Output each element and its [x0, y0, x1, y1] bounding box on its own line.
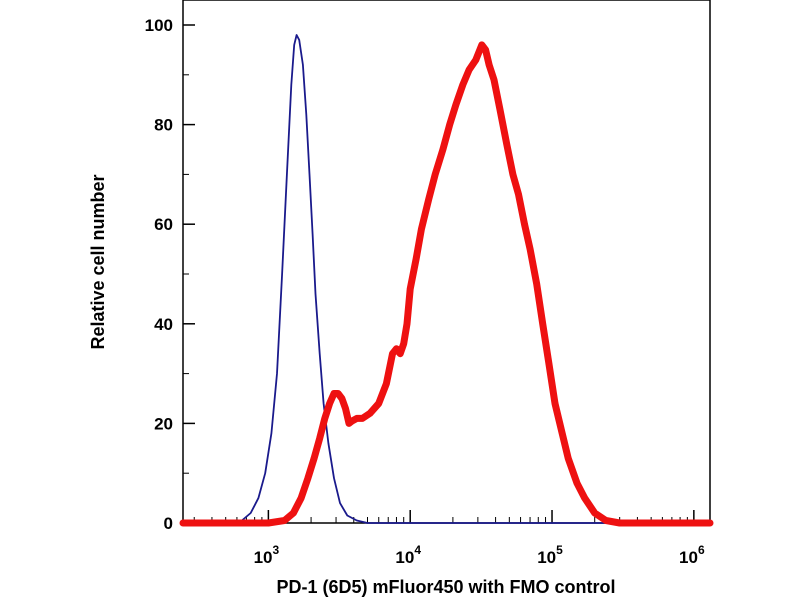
x-tick-label: 104 [395, 543, 421, 567]
plot-frame [182, 0, 711, 524]
y-ticks [183, 24, 195, 524]
x-tick-base: 10 [537, 548, 556, 567]
y-tick-labels: 0 20 40 60 80 100 [145, 16, 173, 533]
series-fmo-control [182, 34, 711, 524]
y-tick-label: 100 [145, 16, 173, 35]
series-layer [179, 34, 714, 527]
x-tick-exponent: 3 [273, 543, 280, 557]
y-tick-label: 80 [154, 116, 173, 135]
series-pd1-mfluor450 [179, 41, 714, 527]
x-tick-exponent: 6 [698, 543, 705, 557]
y-tick-label: 20 [154, 414, 173, 433]
x-tick-label: 106 [679, 543, 705, 567]
x-tick-exponent: 5 [556, 543, 563, 557]
x-tick-exponent: 4 [414, 543, 421, 557]
y-tick-label: 60 [154, 215, 173, 234]
y-axis-title: Relative cell number [88, 174, 108, 349]
x-tick-label: 105 [537, 543, 563, 567]
x-tick-base: 10 [679, 548, 698, 567]
x-tick-labels: 103 104 105 106 [254, 543, 705, 567]
x-tick-base: 10 [254, 548, 273, 567]
y-tick-label: 40 [154, 315, 173, 334]
y-tick-label: 0 [164, 514, 173, 533]
x-tick-base: 10 [395, 548, 414, 567]
x-axis-title: PD-1 (6D5) mFluor450 with FMO control [276, 577, 615, 597]
x-tick-label: 103 [254, 543, 280, 567]
